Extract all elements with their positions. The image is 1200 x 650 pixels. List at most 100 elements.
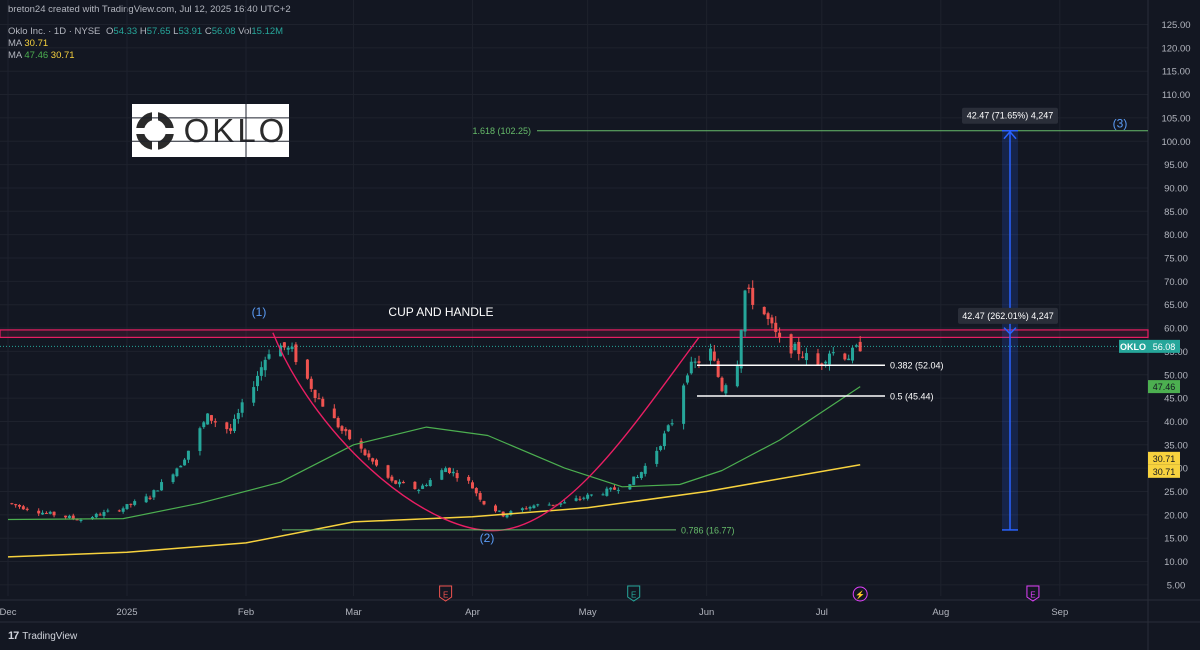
candle-body: [601, 494, 605, 496]
candle-body: [716, 360, 720, 377]
candle-body: [505, 514, 509, 518]
candle-body: [25, 508, 29, 510]
created-by-line: breton24 created with TradingView.com, J…: [8, 4, 291, 15]
candle-body: [52, 511, 56, 516]
candle-body: [67, 515, 71, 518]
candle-body: [858, 341, 862, 352]
candle-body: [482, 501, 486, 505]
candle-body: [106, 510, 110, 512]
ma2-label: MA: [8, 50, 22, 61]
candle-body: [48, 511, 52, 514]
ma-slow-badge-1: [1148, 451, 1180, 465]
candle-body: [532, 505, 536, 509]
candle-body: [497, 510, 501, 512]
candle-body: [662, 433, 666, 447]
candle-body: [636, 477, 640, 479]
candle-body: [766, 313, 770, 320]
candle-body: [75, 519, 79, 521]
candle-body: [363, 449, 367, 456]
candle-body: [344, 429, 348, 432]
candle-body: [317, 398, 321, 400]
last-price-badge: [1148, 339, 1180, 353]
candle-body: [160, 482, 164, 491]
candle-body: [712, 351, 716, 361]
candle-body: [797, 341, 801, 354]
candle-body: [229, 428, 233, 431]
price-axis-tick-label: 115.00: [1162, 67, 1190, 78]
fib-level-label: 0.382 (52.04): [890, 361, 944, 371]
candle-body: [774, 322, 778, 332]
measure-box-top-label: 42.47 (71.65%) 4,247: [967, 111, 1054, 121]
ma-slow-badge-2: [1148, 464, 1180, 478]
candle-body: [94, 513, 98, 518]
candle-body: [240, 402, 244, 413]
candle-body: [309, 378, 313, 389]
candle-body: [375, 459, 379, 466]
candle-body: [643, 465, 647, 474]
ma-legend-2[interactable]: MA 47.46 30.71: [8, 50, 75, 61]
candle-body: [225, 422, 229, 430]
time-axis-tick-label: Sep: [1051, 607, 1068, 618]
measure-arrow-head-mid: [1003, 327, 1017, 335]
candle-body: [21, 506, 25, 510]
candle-body: [313, 389, 317, 398]
candle-body: [520, 508, 524, 511]
candle-body: [770, 317, 774, 324]
candle-body: [793, 343, 797, 351]
ma-legend-1[interactable]: MA 30.71: [8, 38, 48, 49]
grid-lines: [0, 0, 1148, 596]
low-label: L: [173, 26, 179, 37]
candle-body: [831, 352, 835, 354]
measure-arrow-head-top: [1003, 130, 1017, 140]
candle-body: [336, 417, 340, 428]
candle-body: [447, 467, 451, 473]
event-marker-label: E: [631, 591, 636, 600]
candle-body: [14, 504, 18, 506]
candle-body: [401, 481, 405, 484]
candle-body: [824, 361, 828, 364]
candle-body: [156, 490, 160, 492]
candle-body: [682, 385, 686, 424]
candle-body: [340, 426, 344, 431]
candle-body: [735, 365, 739, 387]
cup-and-handle-annotation: CUP AND HANDLE: [388, 305, 493, 319]
candle-body: [121, 508, 125, 512]
measure-box-mid-label: 42.47 (262.01%) 4,247: [962, 311, 1054, 321]
candle-body: [474, 488, 478, 494]
candle-body: [179, 465, 183, 468]
fib-level-label: 1.618 (102.25): [472, 126, 531, 136]
candle-body: [236, 413, 240, 419]
wave-label: (1): [252, 305, 267, 319]
fib-level-label: 0.5 (45.44): [890, 392, 934, 402]
price-axis-tick-label: 70.00: [1164, 277, 1188, 288]
candle-body: [816, 353, 820, 366]
earnings-event-icon: [627, 585, 641, 602]
measure-box-mid: [958, 307, 1058, 324]
tradingview-logo-icon: 17: [8, 630, 19, 642]
time-axis-labels: Dec 2025 Feb Mar Apr May Jun Jul Aug Sep: [0, 607, 1068, 618]
measure-tool: 42.47 (71.65%) 4,247 42.47 (262.01%) 4,24…: [958, 107, 1058, 531]
time-axis-tick-label: Jun: [699, 607, 714, 618]
candle-body: [390, 476, 394, 481]
open-value: 54.33: [113, 26, 138, 37]
candle-body: [64, 515, 68, 518]
candle-body: [386, 465, 390, 478]
volume-value: 15.12M: [251, 26, 284, 37]
candle-body: [451, 471, 455, 474]
candle-body: [417, 489, 421, 491]
open-label: O: [106, 26, 114, 37]
earnings-event-icon: [1026, 585, 1040, 602]
price-axis-tick-label: 35.00: [1164, 440, 1188, 451]
time-axis-tick-label: Feb: [238, 607, 254, 618]
candle-body: [18, 504, 22, 507]
candle-body: [282, 342, 286, 348]
candle-body: [421, 485, 425, 489]
dividend-event-icon: [852, 586, 868, 602]
price-axis-tick-label: 20.00: [1164, 510, 1188, 521]
tradingview-brand[interactable]: 17 TradingView: [8, 630, 77, 642]
candles: [10, 280, 862, 523]
close-label: C: [204, 26, 212, 37]
candle-body: [739, 330, 743, 369]
event-marker-label: ⚡: [855, 590, 865, 600]
